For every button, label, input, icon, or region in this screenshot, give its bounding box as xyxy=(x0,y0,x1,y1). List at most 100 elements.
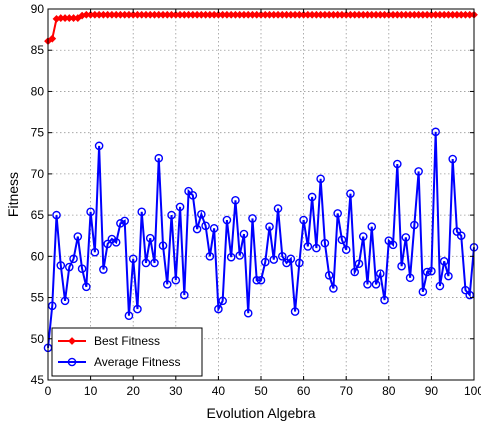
average-fitness-point xyxy=(145,233,155,243)
average-fitness-point xyxy=(120,216,129,226)
y-tick-label: 55 xyxy=(31,291,45,305)
average-fitness-point xyxy=(358,232,368,241)
best-fitness-point xyxy=(48,34,57,43)
average-fitness-point xyxy=(316,174,325,184)
average-fitness-point xyxy=(150,258,159,268)
average-fitness-point xyxy=(324,270,334,280)
average-fitness-point xyxy=(65,262,74,272)
average-fitness-point xyxy=(371,280,381,289)
average-fitness-point xyxy=(47,301,57,311)
average-fitness-point xyxy=(111,238,121,247)
average-fitness-point xyxy=(73,232,83,241)
average-fitness-point xyxy=(277,252,287,261)
x-tick-label: 50 xyxy=(254,384,268,398)
average-fitness-point xyxy=(431,127,440,137)
average-fitness-point xyxy=(439,256,449,266)
average-fitness-legend-marker xyxy=(67,357,77,367)
best-fitness-series xyxy=(44,10,478,46)
average-fitness-point xyxy=(69,254,78,264)
average-fitness-point xyxy=(380,295,389,305)
average-fitness-point xyxy=(363,280,372,289)
average-fitness-point xyxy=(252,275,262,285)
series-layer xyxy=(43,10,479,353)
average-fitness-point xyxy=(303,242,313,251)
average-fitness-point xyxy=(405,273,415,283)
average-fitness-point xyxy=(77,264,87,274)
x-tick-label: 20 xyxy=(127,384,141,398)
average-fitness-point xyxy=(388,240,398,250)
x-tick-label: 0 xyxy=(45,384,52,398)
average-fitness-point xyxy=(444,271,453,281)
average-fitness-point xyxy=(456,231,466,241)
average-fitness-point xyxy=(256,275,266,285)
average-fitness-point xyxy=(201,221,210,231)
y-tick-label: 45 xyxy=(31,373,45,387)
best-fitness-legend-label: Best Fitness xyxy=(94,334,160,348)
average-fitness-point xyxy=(320,238,330,248)
average-fitness-point xyxy=(410,220,419,230)
y-tick-label: 60 xyxy=(31,249,45,263)
average-fitness-point xyxy=(141,258,151,268)
y-tick-label: 50 xyxy=(31,332,45,346)
average-fitness-point xyxy=(56,261,66,270)
average-fitness-point xyxy=(435,281,445,291)
average-fitness-point xyxy=(461,285,470,295)
average-fitness-point xyxy=(162,280,172,289)
average-fitness-point xyxy=(427,266,436,276)
average-fitness-point xyxy=(350,267,360,277)
average-fitness-point xyxy=(209,224,219,233)
y-tick-label: 80 xyxy=(31,84,45,98)
average-fitness-point xyxy=(231,195,240,205)
average-fitness-point xyxy=(128,254,138,264)
average-fitness-point xyxy=(171,275,181,285)
x-tick-label: 30 xyxy=(169,384,183,398)
average-fitness-point xyxy=(341,245,351,255)
average-fitness-point xyxy=(133,304,142,314)
average-fitness-point xyxy=(82,282,91,292)
average-fitness-point xyxy=(422,267,432,277)
y-axis-label: Fitness xyxy=(5,172,21,217)
average-fitness-point xyxy=(116,219,125,228)
average-fitness-point xyxy=(197,209,206,219)
average-fitness-point xyxy=(401,233,411,242)
average-fitness-point xyxy=(52,210,61,220)
average-fitness-point xyxy=(375,269,385,278)
average-fitness-point xyxy=(188,191,198,200)
average-fitness-point xyxy=(158,241,168,250)
average-fitness-point xyxy=(175,202,185,212)
average-fitness-point xyxy=(414,167,423,176)
average-fitness-point xyxy=(235,251,244,260)
average-fitness-point xyxy=(167,210,176,220)
average-fitness-point xyxy=(103,239,112,249)
average-fitness-point xyxy=(393,159,402,169)
average-fitness-point xyxy=(299,215,308,225)
x-tick-label: 70 xyxy=(340,384,354,398)
average-fitness-point xyxy=(269,255,279,264)
average-fitness-point xyxy=(286,254,296,264)
x-tick-label: 100 xyxy=(464,384,481,398)
average-fitness-point xyxy=(180,290,189,300)
average-fitness-point xyxy=(418,287,428,297)
y-tick-label: 70 xyxy=(31,167,45,181)
x-tick-label: 60 xyxy=(297,384,311,398)
average-fitness-point xyxy=(367,222,377,231)
x-tick-label: 10 xyxy=(84,384,98,398)
average-fitness-point xyxy=(124,311,134,320)
average-fitness-point xyxy=(60,296,70,306)
average-fitness-point xyxy=(248,214,257,223)
average-fitness-point xyxy=(448,154,458,164)
grid xyxy=(48,9,474,380)
average-fitness-point xyxy=(192,224,202,234)
x-axis-label: Evolution Algebra xyxy=(207,405,316,421)
average-fitness-point xyxy=(465,290,475,300)
average-fitness-point xyxy=(273,204,283,213)
average-fitness-point xyxy=(218,296,227,306)
average-fitness-point xyxy=(243,308,253,318)
average-fitness-point xyxy=(333,209,342,218)
average-fitness-point xyxy=(295,258,304,268)
average-fitness-point xyxy=(239,229,249,239)
average-fitness-point xyxy=(260,257,270,267)
y-tick-label: 85 xyxy=(31,43,45,57)
average-fitness-point xyxy=(94,141,104,151)
